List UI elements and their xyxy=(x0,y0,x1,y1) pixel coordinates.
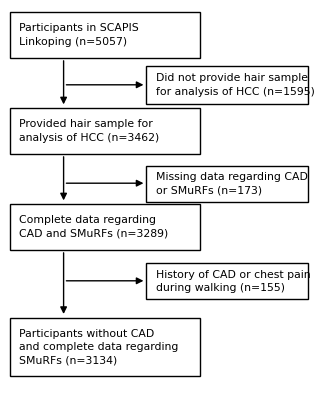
Text: Missing data regarding CAD
or SMuRFs (n=173): Missing data regarding CAD or SMuRFs (n=… xyxy=(156,172,308,196)
FancyBboxPatch shape xyxy=(10,318,200,376)
FancyBboxPatch shape xyxy=(146,263,308,299)
FancyBboxPatch shape xyxy=(146,166,308,202)
FancyBboxPatch shape xyxy=(10,108,200,154)
Text: Complete data regarding
CAD and SMuRFs (n=3289): Complete data regarding CAD and SMuRFs (… xyxy=(19,215,168,238)
Text: Provided hair sample for
analysis of HCC (n=3462): Provided hair sample for analysis of HCC… xyxy=(19,119,159,143)
Text: Did not provide hair sample
for analysis of HCC (n=1595): Did not provide hair sample for analysis… xyxy=(156,73,315,97)
FancyBboxPatch shape xyxy=(10,204,200,250)
Text: Participants in SCAPIS
Linkoping (n=5057): Participants in SCAPIS Linkoping (n=5057… xyxy=(19,23,139,47)
Text: Participants without CAD
and complete data regarding
SMuRFs (n=3134): Participants without CAD and complete da… xyxy=(19,329,178,365)
FancyBboxPatch shape xyxy=(10,12,200,58)
FancyBboxPatch shape xyxy=(146,66,308,104)
Text: History of CAD or chest pain
during walking (n=155): History of CAD or chest pain during walk… xyxy=(156,270,310,293)
